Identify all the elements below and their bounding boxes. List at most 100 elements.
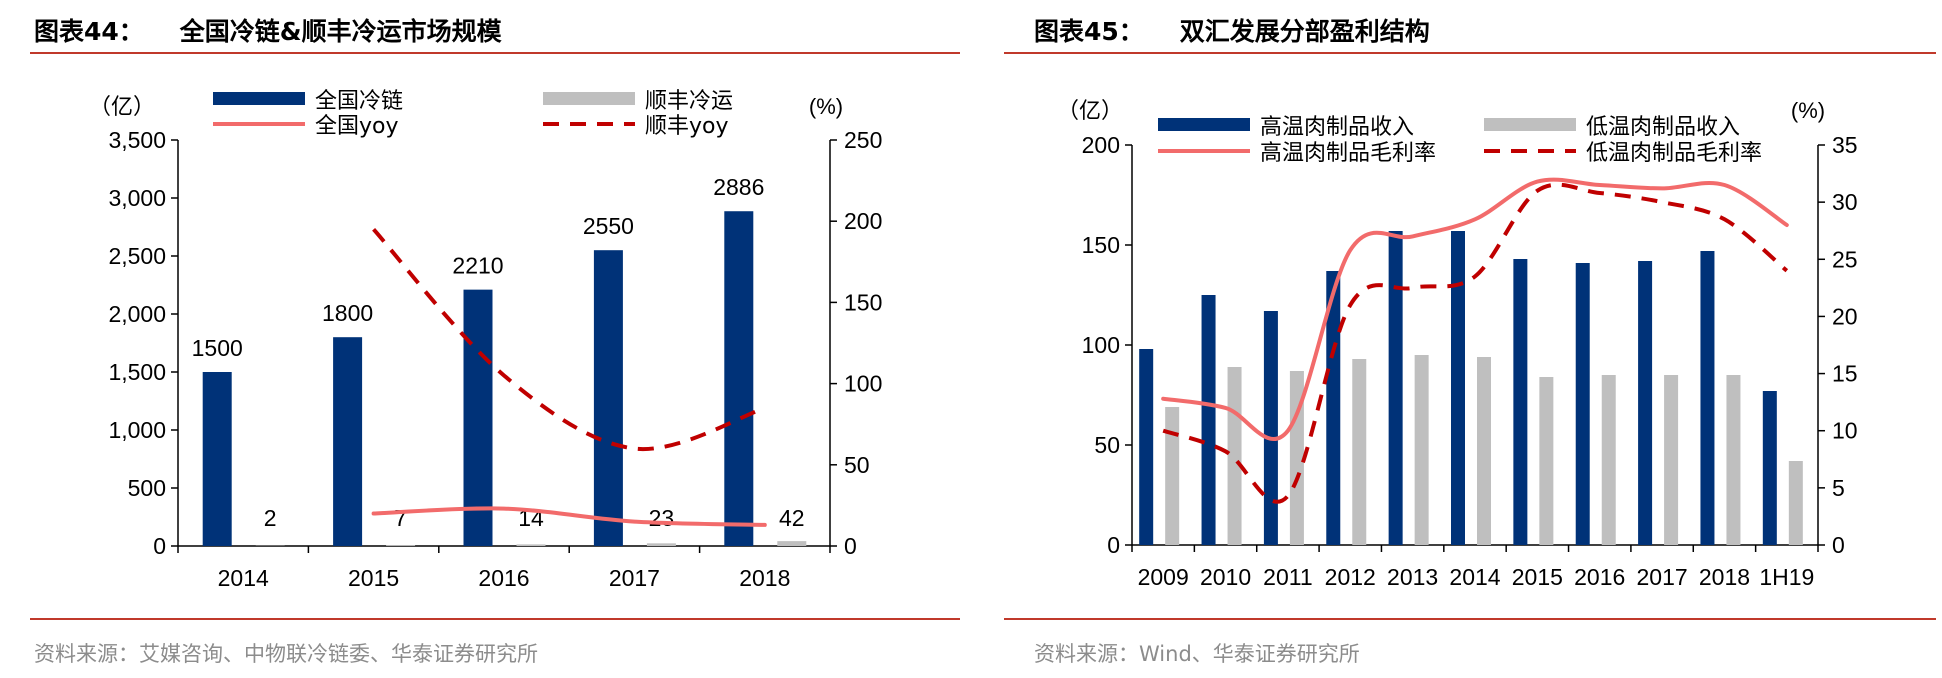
bar-primary xyxy=(1451,231,1465,545)
y-tick-label-right: 10 xyxy=(1832,418,1858,444)
x-tick-label: 2015 xyxy=(348,565,399,591)
title-rule-right xyxy=(1004,52,1936,54)
series-line xyxy=(1161,177,1789,441)
bar-secondary xyxy=(1414,355,1429,545)
y-tick-label-left: 0 xyxy=(1107,532,1120,558)
bar-secondary xyxy=(1539,377,1554,545)
legend-label: 低温肉制品毛利率 xyxy=(1586,141,1762,166)
y-tick-label-left: 200 xyxy=(1082,132,1120,158)
bar-primary xyxy=(1575,263,1590,545)
title-rule-left xyxy=(30,52,960,54)
bar-primary xyxy=(1700,251,1715,545)
data-label: 42 xyxy=(779,505,805,531)
bar-primary xyxy=(202,372,232,546)
data-label: 2210 xyxy=(452,253,503,279)
x-tick-label: 2012 xyxy=(1325,564,1376,590)
series-dashed-line xyxy=(1162,182,1789,504)
x-tick-label: 2017 xyxy=(609,565,660,591)
chart-title-right: 图表45： 双汇发展分部盈利结构 xyxy=(1034,17,1430,46)
y-axis-label-left: （亿） xyxy=(1057,98,1123,123)
y-tick-label-right: 0 xyxy=(1832,532,1845,558)
x-tick-label: 2018 xyxy=(1699,564,1750,590)
y-tick-label-right: 100 xyxy=(844,371,882,397)
y-tick-label-left: 100 xyxy=(1082,332,1120,358)
bar-secondary xyxy=(1788,461,1803,545)
bar-primary xyxy=(463,289,493,546)
bar-primary xyxy=(1326,271,1341,545)
y-tick-label-left: 2,500 xyxy=(108,243,166,269)
bar-primary xyxy=(1762,391,1777,545)
data-label: 7 xyxy=(394,505,407,531)
legend-label: 高温肉制品收入 xyxy=(1260,115,1414,140)
data-label: 2 xyxy=(264,505,277,531)
y-tick-label-right: 0 xyxy=(844,533,857,559)
legend-swatch xyxy=(543,92,635,105)
footer-rule-right xyxy=(1004,618,1936,620)
chart-right: 0 50 100 150 200 0 5 10 15 20 25 30 35 2009 2010 2011 20… xyxy=(1057,98,1858,590)
y-tick-label-right: 35 xyxy=(1832,132,1858,158)
x-tick-label: 1H19 xyxy=(1759,564,1814,590)
data-label: 2886 xyxy=(713,174,764,200)
y-tick-label-right: 30 xyxy=(1832,189,1858,215)
y-tick-label-right: 50 xyxy=(844,452,870,478)
x-tick-label: 2018 xyxy=(739,565,790,591)
bar-primary xyxy=(724,211,754,546)
y-tick-label-left: 1,000 xyxy=(108,417,166,443)
legend-label: 全国yoy xyxy=(315,114,399,139)
footer-rule-left xyxy=(30,618,960,620)
chart-panel-right: 图表45： 双汇发展分部盈利结构 0 50 100 150 200 0 5 10 15 20 25 30… xyxy=(1000,0,1942,678)
y-tick-label-left: 3,500 xyxy=(108,127,166,153)
bar-primary xyxy=(1201,295,1216,545)
bar-primary xyxy=(593,250,623,546)
bar-secondary xyxy=(1352,359,1367,545)
chart-left: 0 500 1,000 1,500 2,000 2,500 3,000 3,500 0 50 100… xyxy=(89,89,882,591)
bar-secondary xyxy=(386,545,416,546)
x-tick-label: 2010 xyxy=(1200,564,1251,590)
y-tick-label-left: 500 xyxy=(128,475,166,501)
x-tick-label: 2011 xyxy=(1263,564,1312,590)
bar-secondary xyxy=(646,543,676,546)
x-tick-label: 2014 xyxy=(218,565,269,591)
legend-label: 顺丰冷运 xyxy=(645,89,733,114)
data-label: 2550 xyxy=(583,213,634,239)
source-note-right: 资料来源：Wind、华泰证券研究所 xyxy=(1034,642,1360,666)
bar-secondary xyxy=(1289,371,1304,545)
bar-primary xyxy=(1638,261,1653,545)
y-tick-label-left: 150 xyxy=(1082,232,1120,258)
bar-secondary xyxy=(1601,375,1616,545)
series-line xyxy=(371,506,767,527)
bar-primary xyxy=(1139,349,1154,545)
legend-label: 全国冷链 xyxy=(315,89,403,114)
bar-secondary xyxy=(777,541,807,546)
data-label: 1500 xyxy=(192,335,243,361)
y-axis-label-right: (%) xyxy=(809,94,843,119)
y-axis-label-right: (%) xyxy=(1791,98,1825,123)
legend-label: 高温肉制品毛利率 xyxy=(1260,141,1436,166)
y-tick-label-right: 25 xyxy=(1832,246,1858,272)
y-tick-label-left: 50 xyxy=(1094,432,1120,458)
chart-panel-left: 图表44： 全国冷链&顺丰冷运市场规模 0 500 1,000 1,500 2,000 2,… xyxy=(0,0,960,678)
data-label: 1800 xyxy=(322,300,373,326)
x-tick-label: 2016 xyxy=(1574,564,1625,590)
bar-primary xyxy=(1263,311,1278,545)
y-tick-label-right: 250 xyxy=(844,127,882,153)
bar-primary xyxy=(1513,259,1528,545)
legend-swatch xyxy=(213,92,305,105)
x-tick-label: 2015 xyxy=(1512,564,1563,590)
chart-title-left: 图表44： 全国冷链&顺丰冷运市场规模 xyxy=(34,17,502,46)
y-tick-label-right: 20 xyxy=(1832,303,1858,329)
bar-primary xyxy=(333,337,363,546)
bar-secondary xyxy=(1165,407,1180,545)
x-tick-label: 2009 xyxy=(1138,564,1189,590)
y-tick-label-right: 150 xyxy=(844,289,882,315)
legend-label: 低温肉制品收入 xyxy=(1586,115,1740,140)
bar-secondary xyxy=(1227,367,1242,545)
source-note-left: 资料来源：艾媒咨询、中物联冷链委、华泰证券研究所 xyxy=(34,642,538,666)
y-tick-label-left: 1,500 xyxy=(108,359,166,385)
bar-secondary xyxy=(1726,375,1741,545)
bar-secondary xyxy=(516,544,546,546)
y-tick-label-left: 3,000 xyxy=(108,185,166,211)
y-tick-label-right: 15 xyxy=(1832,361,1858,387)
y-tick-label-right: 200 xyxy=(844,208,882,234)
x-tick-label: 2016 xyxy=(478,565,529,591)
